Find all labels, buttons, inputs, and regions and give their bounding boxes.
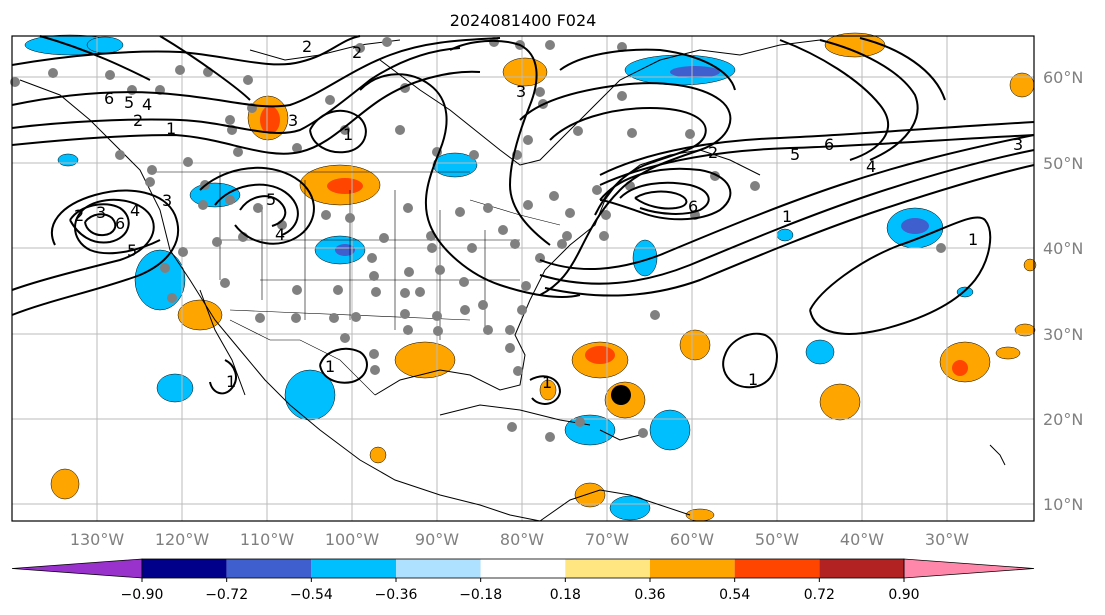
contour-label: 2 (74, 206, 84, 225)
colorbar-tick-label: 0.18 (550, 587, 581, 603)
lon-label: 100°W (325, 530, 380, 549)
contour-lines (11, 35, 1035, 405)
contour-label: 2 (133, 111, 143, 130)
map-area: 6 5 4 2 1 2 3 4 6 5 3 5 4 2 2 3 3 1 5 6 … (10, 32, 1037, 522)
lat-label: 10°N (1043, 495, 1083, 514)
lat-label: 50°N (1043, 154, 1083, 173)
lon-label: 120°W (155, 530, 210, 549)
contour-label: 4 (130, 201, 140, 220)
latitude-labels: 60°N 50°N 40°N 30°N 20°N 10°N (1043, 68, 1083, 514)
contour-label: 6 (115, 214, 125, 233)
contour-label: 5 (266, 190, 276, 209)
contour-label: 1 (325, 357, 335, 376)
lon-label: 30°W (925, 530, 969, 549)
lon-label: 40°W (840, 530, 884, 549)
lon-label: 90°W (415, 530, 459, 549)
contour-label: 2 (302, 37, 312, 56)
contour-label: 6 (688, 197, 698, 216)
contour-label: 4 (275, 225, 285, 244)
contour-label: 1 (968, 230, 978, 249)
colorbar-extend-high (903, 558, 1035, 579)
lat-label: 30°N (1043, 325, 1083, 344)
colorbar-tick-label: −0.72 (205, 587, 248, 603)
hurricane-center-marker (611, 385, 631, 405)
contour-label: 3 (1013, 135, 1023, 154)
colorbar-segment (650, 559, 735, 578)
graticule (12, 36, 1034, 521)
lat-label: 20°N (1043, 410, 1083, 429)
colorbar-tick-label: 0.54 (719, 587, 750, 603)
contour-label: 3 (162, 191, 172, 210)
colorbar-tick-label: −0.18 (459, 587, 502, 603)
contour-label: 6 (104, 89, 114, 108)
colorbar-segment (396, 559, 481, 578)
colorbar-tick-label: −0.54 (290, 587, 333, 603)
colorbar-segment (819, 559, 904, 578)
contour-label: 1 (343, 125, 353, 144)
colorbar-tick-label: 0.36 (634, 587, 665, 603)
lon-label: 60°W (670, 530, 714, 549)
colorbar-tick-label: 0.72 (804, 587, 835, 603)
contour-label: 1 (782, 207, 792, 226)
lon-label: 80°W (500, 530, 544, 549)
colorbar-tick-label: −0.36 (375, 587, 418, 603)
contour-label: 3 (288, 111, 298, 130)
contour-label: 1 (226, 372, 236, 391)
lon-label: 70°W (585, 530, 629, 549)
longitude-labels: 130°W 120°W 110°W 100°W 90°W 80°W 70°W 6… (70, 530, 969, 549)
lon-label: 110°W (240, 530, 295, 549)
lon-label: 130°W (70, 530, 125, 549)
contour-label: 4 (866, 157, 876, 176)
contour-label: 3 (516, 82, 526, 101)
colorbar-segment (311, 559, 396, 578)
colorbar-tick-label: 0.90 (888, 587, 919, 603)
shaded-anomalies (24, 32, 1037, 522)
contour-label: 2 (708, 143, 718, 162)
contour-label: 6 (824, 135, 834, 154)
lat-label: 60°N (1043, 68, 1083, 87)
coastlines (19, 39, 1006, 522)
colorbar-segment (142, 559, 227, 578)
colorbar-segment (565, 559, 650, 578)
contour-label: 4 (142, 95, 152, 114)
colorbar-outline (141, 558, 905, 579)
map-frame (11, 35, 1035, 522)
contour-label: 1 (542, 373, 552, 392)
colorbar-segment (226, 559, 312, 578)
colorbar-tick-label: −0.90 (121, 587, 164, 603)
colorbar-segment (480, 559, 566, 578)
contour-label: 2 (352, 43, 362, 62)
contour-labels: 6 5 4 2 1 2 3 4 6 5 3 5 4 2 2 3 3 1 5 6 … (74, 37, 1023, 392)
lat-label: 40°N (1043, 239, 1083, 258)
contour-label: 3 (96, 203, 106, 222)
contour-label: 5 (790, 145, 800, 164)
lon-label: 50°W (755, 530, 799, 549)
contour-label: 5 (127, 241, 137, 260)
contour-label: 1 (748, 370, 758, 389)
contour-label: 1 (166, 119, 176, 138)
colorbar-segment (734, 559, 820, 578)
map-title: 2024081400 F024 (450, 11, 597, 30)
contour-label: 5 (124, 93, 134, 112)
colorbar-extend-low (11, 558, 143, 579)
colorbar: −0.90 −0.72 −0.54 −0.36 −0.18 0.18 0.36 0.54 0.7… (11, 558, 1035, 603)
